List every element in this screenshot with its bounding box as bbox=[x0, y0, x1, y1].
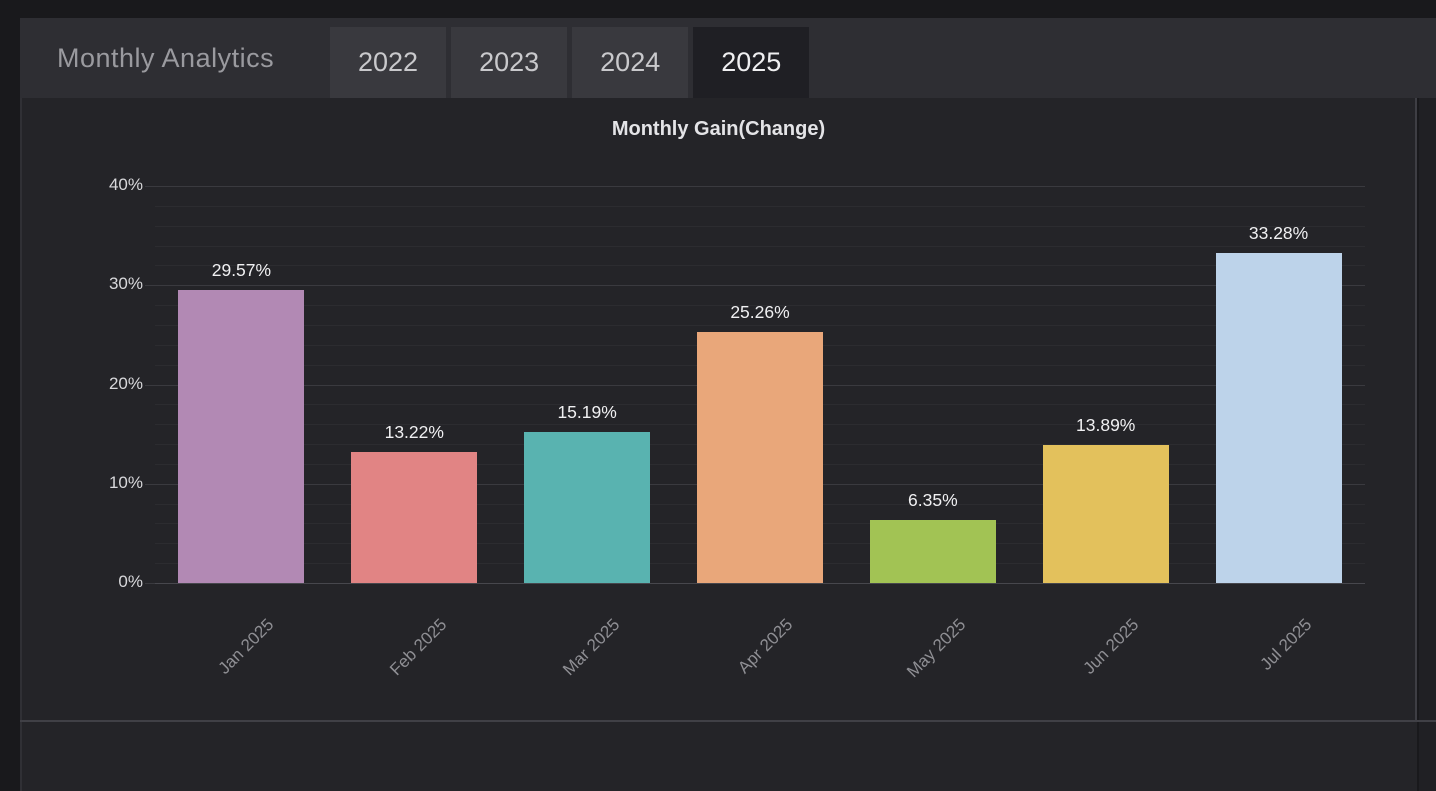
bar-value-label: 15.19% bbox=[557, 402, 617, 423]
y-axis-label: 10% bbox=[108, 472, 143, 492]
tab-2024[interactable]: 2024 bbox=[572, 27, 689, 98]
bar-apr-2025[interactable] bbox=[697, 332, 823, 583]
chart-panel: Monthly Gain(Change) 0% 10% 20% 30% 40% 29.57… bbox=[20, 98, 1417, 720]
x-axis-label: Feb 2025 bbox=[386, 614, 451, 680]
right-strip bbox=[1419, 98, 1436, 791]
x-axis-label: Apr 2025 bbox=[734, 614, 797, 678]
page-title: Monthly Analytics bbox=[57, 43, 275, 73]
major-gridline bbox=[155, 285, 1365, 287]
bar-value-label: 6.35% bbox=[908, 489, 958, 510]
y-axis-label: 30% bbox=[108, 274, 143, 294]
bar-may-2025[interactable] bbox=[869, 519, 996, 583]
x-axis-label: Mar 2025 bbox=[559, 614, 624, 680]
bar-jul-2025[interactable] bbox=[1215, 252, 1342, 583]
x-axis-label: Jul 2025 bbox=[1256, 614, 1315, 674]
y-axis-label: 40% bbox=[108, 175, 143, 194]
chart-title: Monthly Gain(Change) bbox=[611, 118, 826, 140]
y-axis-tick bbox=[145, 583, 155, 584]
bar-jan-2025[interactable] bbox=[178, 289, 305, 583]
minor-gridline bbox=[155, 324, 1365, 326]
y-axis-label: 0% bbox=[118, 572, 143, 591]
header-bar: Monthly Analytics 2022 2023 2024 2025 bbox=[20, 18, 1436, 98]
x-axis-label: Jun 2025 bbox=[1079, 614, 1143, 678]
bar-value-label: 13.89% bbox=[1076, 415, 1136, 436]
major-gridline bbox=[155, 186, 1365, 187]
y-axis-tick bbox=[145, 186, 155, 187]
tab-2023[interactable]: 2023 bbox=[451, 27, 568, 98]
tab-2025[interactable]: 2025 bbox=[693, 27, 810, 98]
minor-gridline bbox=[155, 305, 1365, 307]
minor-gridline bbox=[155, 225, 1365, 227]
x-axis-label: Jan 2025 bbox=[214, 614, 278, 678]
y-axis-tick bbox=[145, 285, 155, 287]
footer-panel bbox=[20, 722, 1417, 791]
y-axis-label: 20% bbox=[108, 373, 143, 393]
bar-feb-2025[interactable] bbox=[351, 451, 478, 583]
panel-divider bbox=[20, 720, 1436, 722]
x-axis-label: May 2025 bbox=[902, 614, 970, 682]
bar-value-label: 33.28% bbox=[1248, 222, 1309, 243]
bar-value-label: 29.57% bbox=[211, 259, 272, 280]
y-axis-tick bbox=[145, 384, 155, 386]
minor-gridline bbox=[155, 265, 1365, 267]
tab-2022[interactable]: 2022 bbox=[330, 27, 447, 98]
minor-gridline bbox=[155, 245, 1365, 247]
y-axis-tick bbox=[145, 483, 155, 485]
year-tabs: 2022 2023 2024 2025 bbox=[330, 27, 810, 98]
bar-jun-2025[interactable] bbox=[1042, 445, 1169, 583]
bar-mar-2025[interactable] bbox=[524, 432, 651, 583]
bar-value-label: 13.22% bbox=[384, 421, 444, 442]
bar-chart-plot: 0% 10% 20% 30% 40% 29.57% Jan 2025 13.22% Feb 20… bbox=[109, 175, 1365, 681]
bar-value-label: 25.26% bbox=[730, 302, 790, 323]
major-gridline bbox=[155, 583, 1365, 584]
minor-gridline bbox=[155, 205, 1365, 207]
